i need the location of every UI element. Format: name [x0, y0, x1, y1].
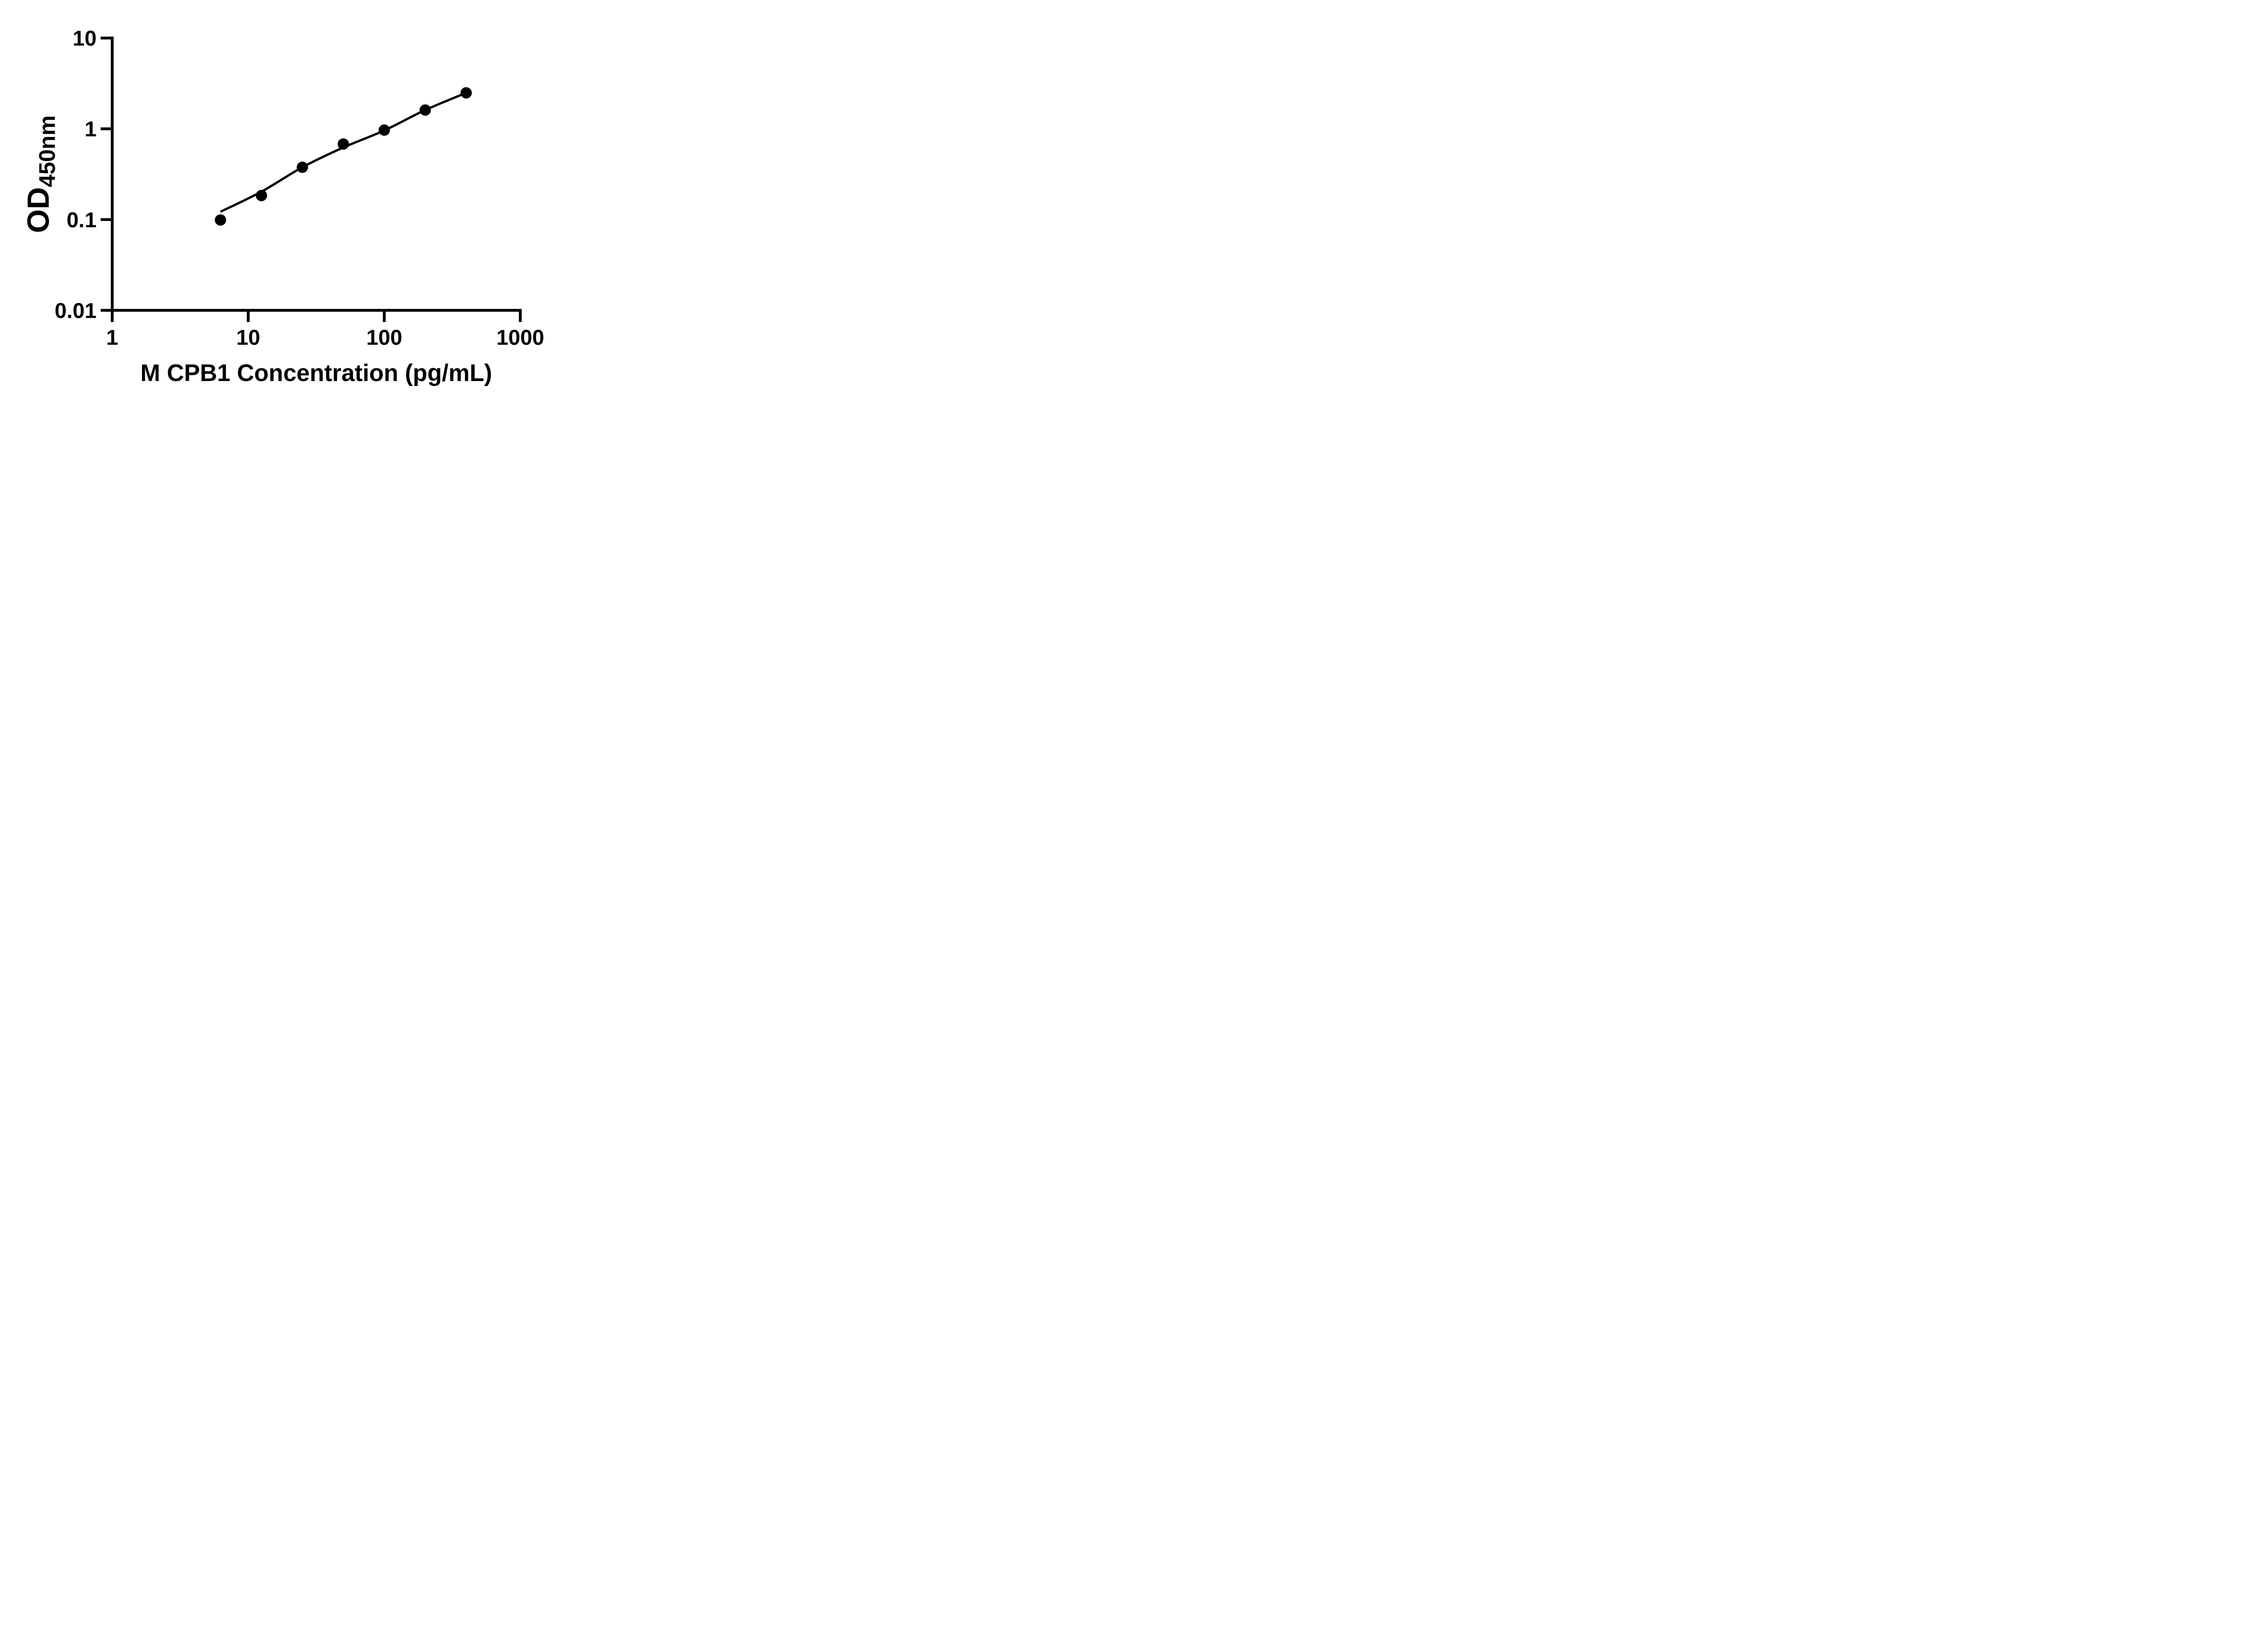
y-tick-label: 1	[85, 117, 97, 142]
standard-curve-chart: 10 1 0.1 0.01 1 10 100 1000 M CPB1 Concentratio…	[21, 27, 544, 386]
x-axis-title: M CPB1 Concentration (pg/mL)	[141, 360, 492, 386]
data-point	[215, 214, 226, 226]
data-point	[297, 161, 308, 173]
x-tick-label: 100	[367, 326, 402, 350]
axes-layer: 10 1 0.1 0.01 1 10 100 1000	[55, 27, 544, 350]
x-tick-label: 10	[236, 326, 260, 350]
y-tick-label: 0.1	[67, 208, 97, 232]
data-point	[419, 104, 431, 116]
y-tick-label: 0.01	[55, 299, 97, 323]
data-point	[337, 138, 349, 150]
data-point	[460, 87, 472, 99]
points-layer	[215, 87, 472, 226]
chart-figure: 10 1 0.1 0.01 1 10 100 1000 M CPB1 Concentratio…	[0, 0, 583, 408]
x-tick-label: 1000	[496, 326, 544, 350]
data-point	[255, 190, 267, 201]
data-point	[378, 124, 390, 136]
x-tick-label: 1	[106, 326, 118, 350]
y-axis-title-sub: 450nm	[34, 115, 60, 187]
y-axis-title: OD450nm	[21, 115, 60, 233]
y-tick-label: 10	[73, 27, 97, 51]
y-axis-title-main: OD	[21, 187, 55, 233]
